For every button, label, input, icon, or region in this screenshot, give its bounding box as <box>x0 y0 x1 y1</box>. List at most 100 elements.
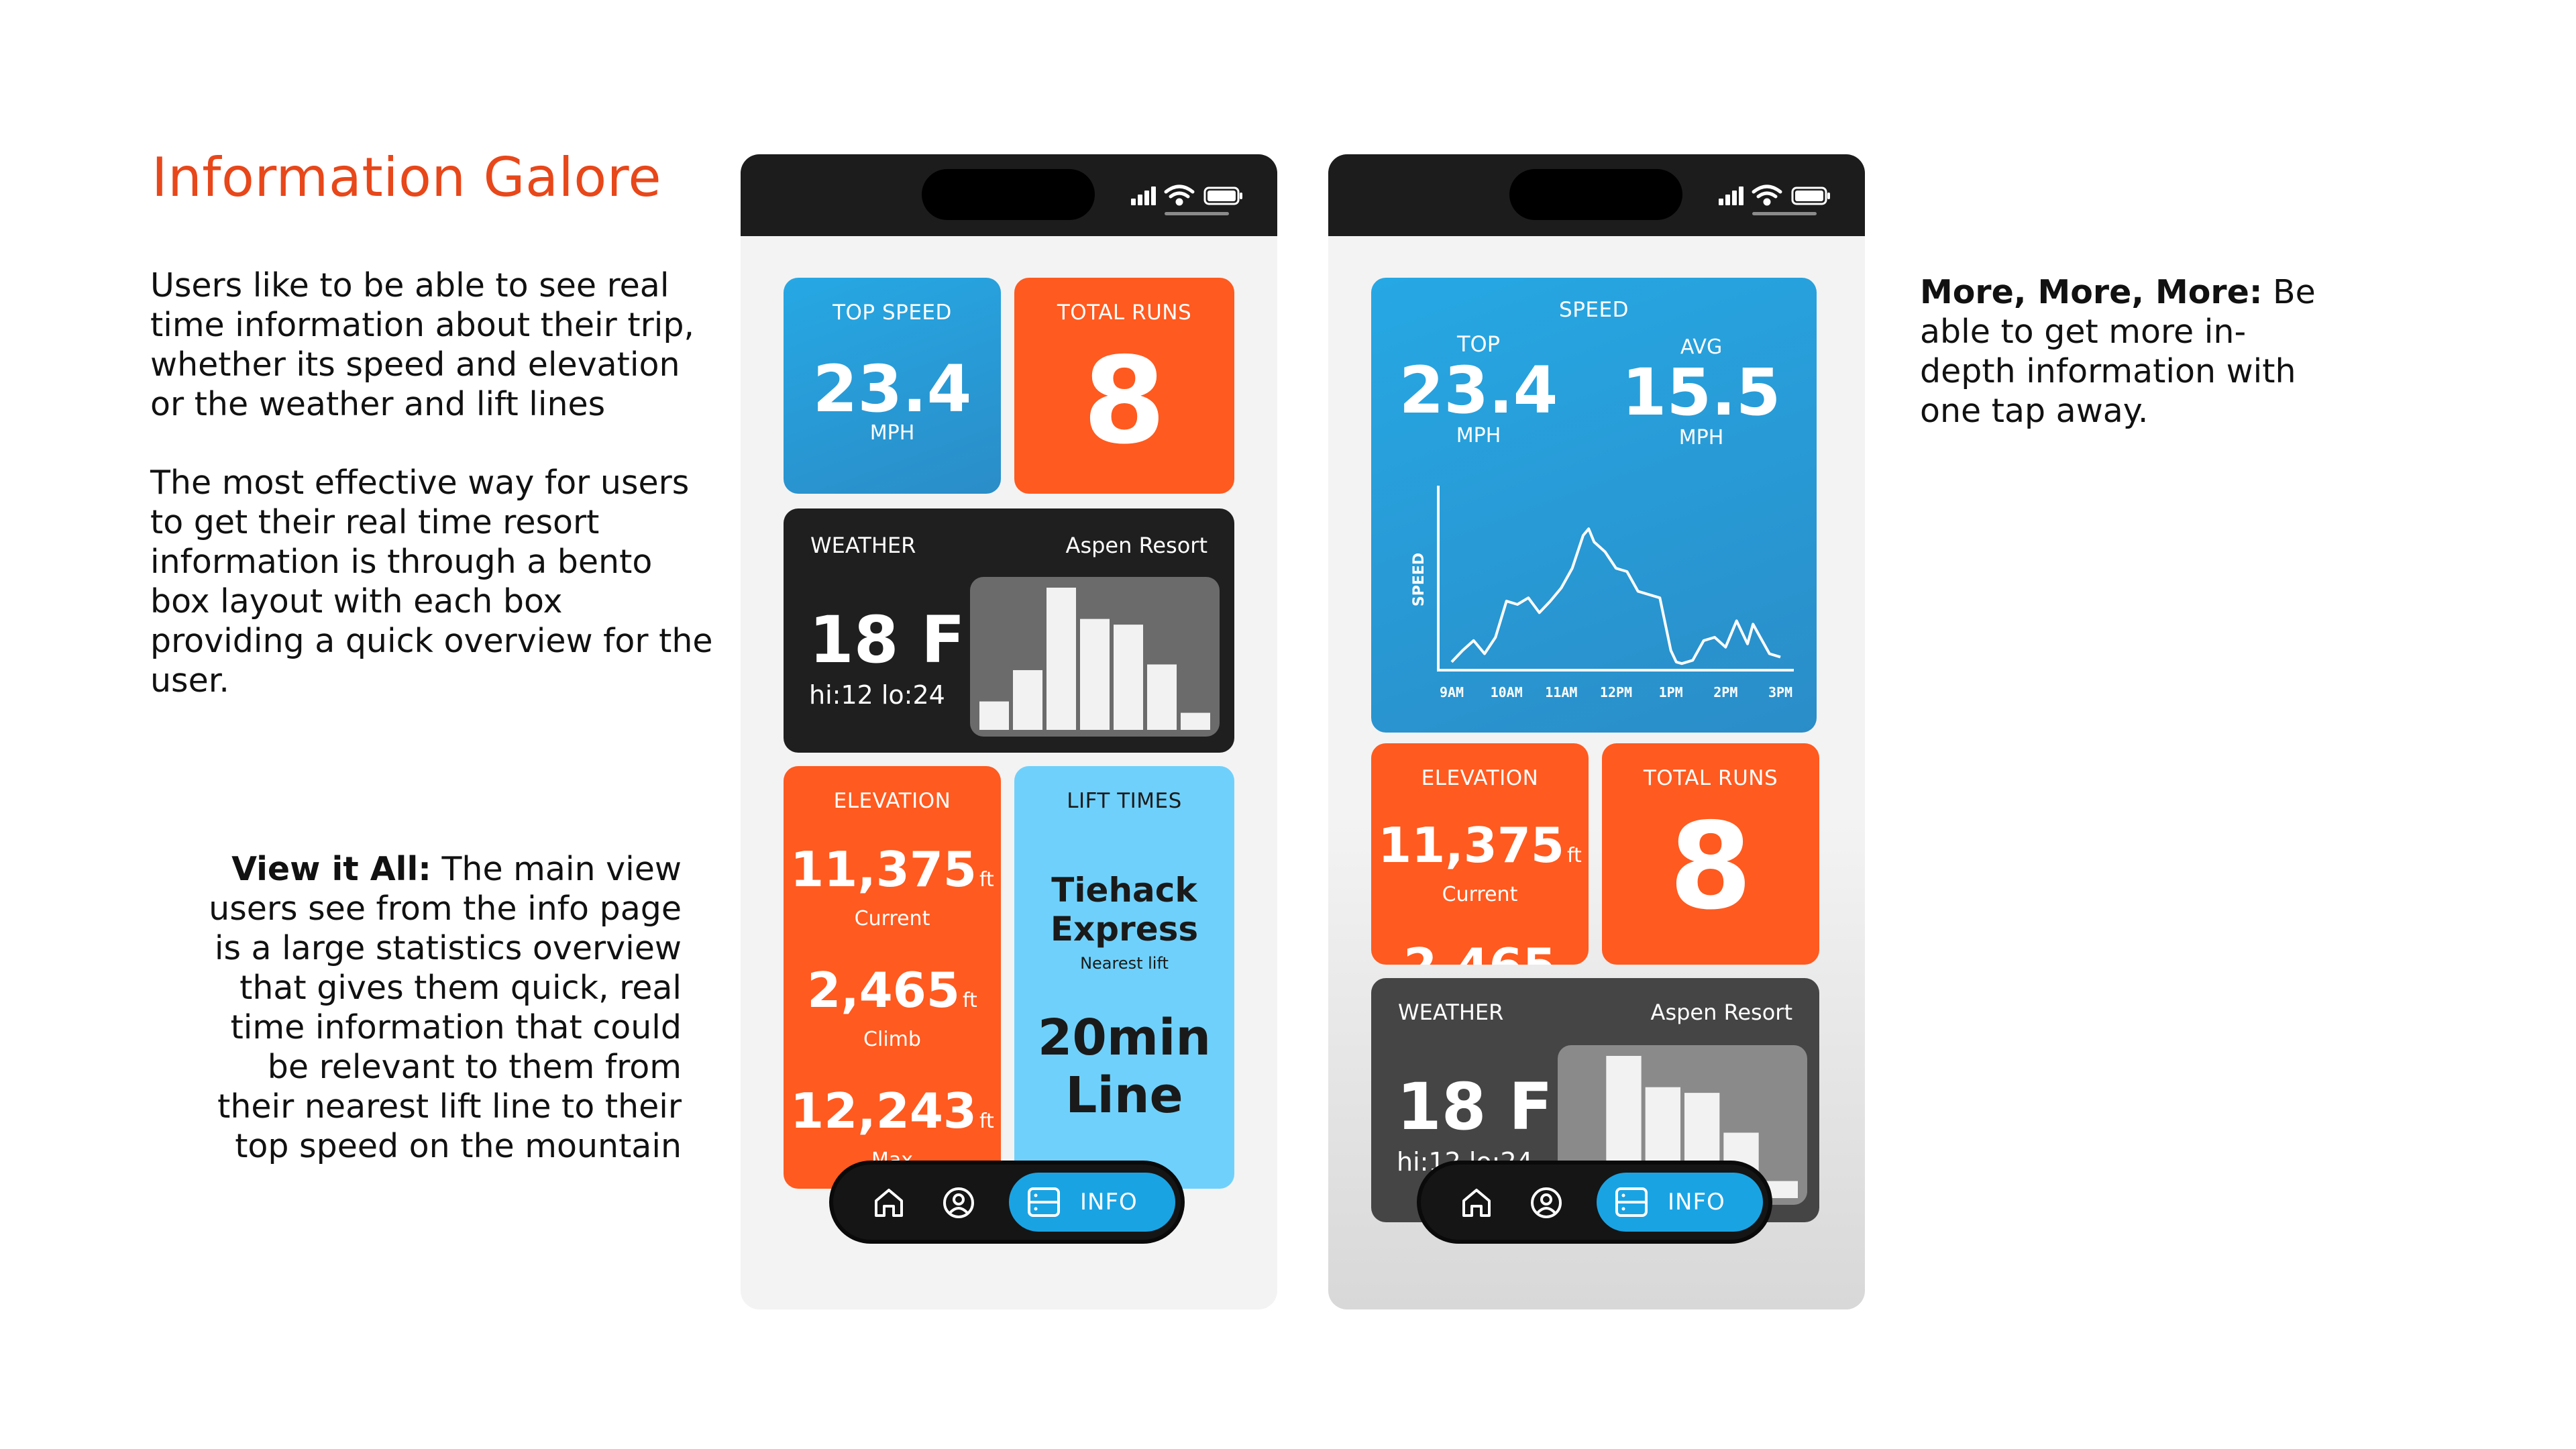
profile-icon[interactable] <box>1528 1185 1564 1221</box>
lift-times-card[interactable]: LIFT TIMES Tiehack Express Nearest lift 2… <box>1014 766 1234 1189</box>
bento-paragraph: The most effective way for users to get … <box>150 464 713 700</box>
top-unit: MPH <box>1456 424 1501 447</box>
home-indicator <box>1752 212 1817 215</box>
total-runs-card[interactable]: TOTAL RUNS 8 <box>1014 278 1234 494</box>
weather-temp: 18 F <box>1397 1069 1553 1144</box>
top-value: 23.4 <box>1399 353 1558 428</box>
top-speed-unit: MPH <box>869 421 915 445</box>
elevation-current-value: 11,375 <box>1378 817 1565 873</box>
lift-times-label: LIFT TIMES <box>1067 789 1182 813</box>
battery-icon <box>1203 186 1242 205</box>
total-runs-value: 8 <box>1669 797 1752 936</box>
elevation-current-value: 11,375 <box>790 841 977 898</box>
battery-icon <box>1791 186 1830 205</box>
lift-wait-line1: 20min <box>1037 1009 1212 1067</box>
weather-bar <box>1046 588 1076 730</box>
total-runs-label: TOTAL RUNS <box>1057 301 1192 325</box>
elevation-current-unit: ft <box>979 868 994 892</box>
speed-detail-card[interactable]: SPEED TOP 23.4 MPH AVG 15.5 MPH SPEED 9AM… <box>1371 278 1817 733</box>
home-icon[interactable] <box>871 1185 907 1221</box>
weather-bar <box>1080 619 1110 730</box>
wifi-icon <box>1752 184 1782 206</box>
status-icons <box>1719 184 1830 206</box>
elevation-current-label: Current <box>854 907 930 930</box>
elevation-max-unit: ft <box>979 1110 994 1133</box>
elevation-climb-label: Climb <box>863 1028 921 1051</box>
weather-bar <box>1013 669 1042 730</box>
bottom-nav: INFO <box>829 1161 1185 1244</box>
weather-card[interactable]: WEATHER Aspen Resort 18 F hi:12 lo:24 <box>784 508 1234 753</box>
elevation-partial-value: 2,465 <box>1371 938 1589 965</box>
elevation-max-value: 12,243 <box>790 1083 977 1139</box>
x-tick-label: 1PM <box>1659 684 1683 700</box>
x-tick-label: 9AM <box>1440 684 1464 700</box>
signal-icon <box>1719 186 1743 205</box>
nav-info-button[interactable]: INFO <box>1009 1173 1175 1232</box>
lift-name-line1: Tiehack <box>1051 871 1197 910</box>
top-speed-block: TOP 23.4 MPH <box>1398 331 1559 447</box>
x-tick-label: 10AM <box>1491 684 1523 700</box>
more-body: Be able to get more in-depth information… <box>1920 273 2316 430</box>
home-icon[interactable] <box>1458 1185 1495 1221</box>
home-indicator <box>1165 212 1229 215</box>
status-icons <box>1131 184 1242 206</box>
top-label: TOP <box>1456 331 1501 357</box>
weather-bars <box>979 588 1210 730</box>
x-tick-label: 12PM <box>1600 684 1632 700</box>
elevation-climb: 2,465 ft <box>784 962 1001 1018</box>
weather-chart <box>970 577 1220 737</box>
total-runs-label: TOTAL RUNS <box>1643 766 1778 790</box>
weather-bar <box>979 701 1009 730</box>
speed-line-chart: SPEED 9AM 10AM 11AM 12PM 1PM 2PM 3PM <box>1411 486 1794 700</box>
x-tick-label: 11AM <box>1545 684 1577 700</box>
phone-main-view: TOP SPEED 23.4 MPH TOTAL RUNS 8 WEATHER … <box>741 154 1277 1309</box>
weather-hilo: hi:12 lo:24 <box>809 680 945 710</box>
elevation-climb-unit: ft <box>962 989 977 1012</box>
avg-label: AVG <box>1680 335 1723 359</box>
weather-bar <box>1147 664 1177 730</box>
chart-axes <box>1437 486 1794 672</box>
page-title: Information Galore <box>152 146 662 209</box>
lift-sub: Nearest lift <box>1080 954 1169 973</box>
weather-resort: Aspen Resort <box>1650 1000 1792 1025</box>
weather-label: WEATHER <box>1398 1000 1504 1025</box>
elevation-climb-value: 2,465 <box>807 962 960 1018</box>
dynamic-island <box>1509 169 1682 220</box>
weather-bar <box>1181 712 1210 730</box>
elevation-max: 12,243 ft <box>784 1083 1001 1139</box>
speed-series-line <box>1450 527 1781 665</box>
profile-icon[interactable] <box>941 1185 977 1221</box>
view-it-all-paragraph: View it All: The main view users see fro… <box>201 849 682 1166</box>
elevation-current-label: Current <box>1442 883 1518 906</box>
nav-info-button[interactable]: INFO <box>1597 1173 1763 1232</box>
top-speed-card[interactable]: TOP SPEED 23.4 MPH <box>784 278 1001 494</box>
total-runs-value: 8 <box>1083 331 1166 470</box>
avg-speed-block: AVG 15.5 MPH <box>1621 335 1782 449</box>
bottom-nav: INFO <box>1417 1161 1772 1244</box>
elevation-current: 11,375 ft <box>784 841 1001 898</box>
status-bar <box>741 154 1277 236</box>
top-speed-value: 23.4 <box>812 352 972 427</box>
wifi-icon <box>1164 184 1195 206</box>
total-runs-card[interactable]: TOTAL RUNS 8 <box>1602 743 1819 965</box>
weather-bar <box>1114 625 1143 730</box>
view-it-all-body: The main view users see from the info pa… <box>209 850 682 1165</box>
x-tick-label: 2PM <box>1713 684 1737 700</box>
lift-name-line2: Express <box>1050 910 1199 949</box>
more-paragraph: More, More, More: Be able to get more in… <box>1920 272 2336 431</box>
info-cards-icon <box>1615 1187 1648 1217</box>
elevation-current: 11,375 ft <box>1371 817 1589 873</box>
lift-name: Tiehack Express <box>1014 871 1234 949</box>
weather-temp: 18 F <box>809 602 965 678</box>
top-speed-label: TOP SPEED <box>833 301 952 325</box>
elevation-current-unit: ft <box>1567 844 1582 867</box>
x-tick-label: 3PM <box>1768 684 1792 700</box>
elevation-card[interactable]: ELEVATION 11,375 ft Current 2,465 ft Climb… <box>784 766 1001 1189</box>
more-lead: More, More, More: <box>1920 273 2263 311</box>
elevation-label: ELEVATION <box>833 789 951 813</box>
info-cards-icon <box>1028 1187 1060 1217</box>
lift-wait: 20min Line <box>1014 1009 1234 1124</box>
intro-paragraph: Users like to be able to see real time i… <box>150 266 695 423</box>
dynamic-island <box>922 169 1095 220</box>
